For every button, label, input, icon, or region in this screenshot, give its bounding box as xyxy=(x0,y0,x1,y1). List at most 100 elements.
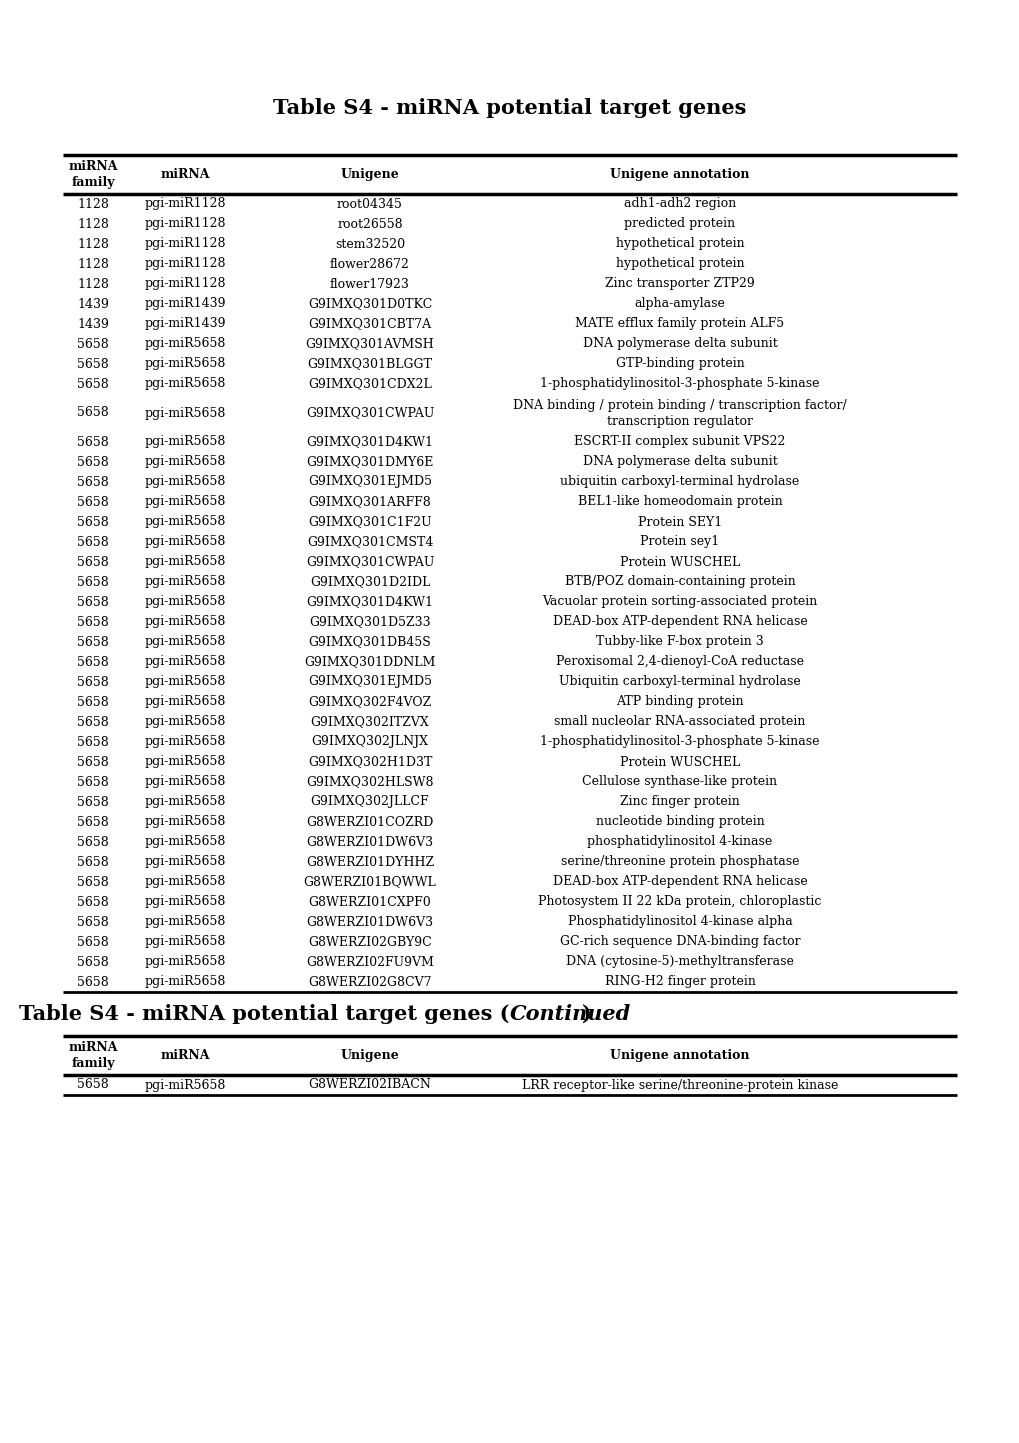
Text: miRNA: miRNA xyxy=(160,1049,210,1062)
Text: G9IMXQ301AVMSH: G9IMXQ301AVMSH xyxy=(306,338,434,351)
Text: hypothetical protein: hypothetical protein xyxy=(615,257,744,270)
Text: pgi-miR1128: pgi-miR1128 xyxy=(144,238,225,251)
Text: 1128: 1128 xyxy=(77,238,109,251)
Text: Unigene annotation: Unigene annotation xyxy=(609,1049,749,1062)
Text: 5658: 5658 xyxy=(77,915,109,928)
Text: G9IMXQ301EJMD5: G9IMXQ301EJMD5 xyxy=(308,675,432,688)
Text: pgi-miR5658: pgi-miR5658 xyxy=(144,795,225,808)
Text: G9IMXQ302JLNJX: G9IMXQ302JLNJX xyxy=(311,736,428,749)
Text: G8WERZI01COZRD: G8WERZI01COZRD xyxy=(306,815,433,828)
Text: pgi-miR5658: pgi-miR5658 xyxy=(144,456,225,469)
Text: pgi-miR5658: pgi-miR5658 xyxy=(144,495,225,508)
Text: flower17923: flower17923 xyxy=(330,277,410,290)
Text: root26558: root26558 xyxy=(337,218,403,231)
Text: G9IMXQ301CWPAU: G9IMXQ301CWPAU xyxy=(306,407,434,420)
Text: 5658: 5658 xyxy=(77,716,109,729)
Text: 5658: 5658 xyxy=(77,378,109,391)
Text: 5658: 5658 xyxy=(77,975,109,988)
Text: G9IMXQ302ITZVX: G9IMXQ302ITZVX xyxy=(311,716,429,729)
Text: G9IMXQ301CBT7A: G9IMXQ301CBT7A xyxy=(308,317,431,330)
Text: 5658: 5658 xyxy=(77,358,109,371)
Text: pgi-miR5658: pgi-miR5658 xyxy=(144,596,225,609)
Text: pgi-miR5658: pgi-miR5658 xyxy=(144,576,225,589)
Text: pgi-miR5658: pgi-miR5658 xyxy=(144,378,225,391)
Text: G8WERZI01CXPF0: G8WERZI01CXPF0 xyxy=(309,896,431,909)
Text: pgi-miR5658: pgi-miR5658 xyxy=(144,736,225,749)
Text: 5658: 5658 xyxy=(77,456,109,469)
Text: 5658: 5658 xyxy=(77,616,109,629)
Text: G9IMXQ301D4KW1: G9IMXQ301D4KW1 xyxy=(306,436,433,449)
Text: Zinc transporter ZTP29: Zinc transporter ZTP29 xyxy=(604,277,754,290)
Text: BTB/POZ domain-containing protein: BTB/POZ domain-containing protein xyxy=(565,576,795,589)
Text: pgi-miR5658: pgi-miR5658 xyxy=(144,716,225,729)
Text: Continued: Continued xyxy=(510,1004,631,1025)
Text: DEAD-box ATP-dependent RNA helicase: DEAD-box ATP-dependent RNA helicase xyxy=(552,876,807,889)
Text: Table S4 - miRNA potential target genes (: Table S4 - miRNA potential target genes … xyxy=(19,1004,510,1025)
Text: pgi-miR5658: pgi-miR5658 xyxy=(144,856,225,869)
Text: alpha-amylase: alpha-amylase xyxy=(634,297,725,310)
Text: G9IMXQ301C1F2U: G9IMXQ301C1F2U xyxy=(308,515,431,528)
Text: 5658: 5658 xyxy=(77,896,109,909)
Text: 5658: 5658 xyxy=(77,635,109,648)
Text: 1-phosphatidylinositol-3-phosphate 5-kinase: 1-phosphatidylinositol-3-phosphate 5-kin… xyxy=(540,378,819,391)
Text: Cellulose synthase-like protein: Cellulose synthase-like protein xyxy=(582,775,776,788)
Text: G9IMXQ301D2IDL: G9IMXQ301D2IDL xyxy=(310,576,430,589)
Text: G9IMXQ301DMY6E: G9IMXQ301DMY6E xyxy=(306,456,433,469)
Text: pgi-miR5658: pgi-miR5658 xyxy=(144,915,225,928)
Text: pgi-miR1128: pgi-miR1128 xyxy=(144,257,225,270)
Text: 5658: 5658 xyxy=(77,476,109,489)
Text: Unigene: Unigene xyxy=(340,167,399,180)
Text: G8WERZI01DW6V3: G8WERZI01DW6V3 xyxy=(306,835,433,848)
Text: G8WERZI01DYHHZ: G8WERZI01DYHHZ xyxy=(306,856,434,869)
Text: Unigene: Unigene xyxy=(340,1049,399,1062)
Text: 1-phosphatidylinositol-3-phosphate 5-kinase: 1-phosphatidylinositol-3-phosphate 5-kin… xyxy=(540,736,819,749)
Text: 5658: 5658 xyxy=(77,556,109,569)
Text: 1128: 1128 xyxy=(77,198,109,211)
Text: pgi-miR5658: pgi-miR5658 xyxy=(144,535,225,548)
Text: pgi-miR5658: pgi-miR5658 xyxy=(144,515,225,528)
Text: pgi-miR5658: pgi-miR5658 xyxy=(144,955,225,968)
Text: Phosphatidylinositol 4-kinase alpha: Phosphatidylinositol 4-kinase alpha xyxy=(567,915,792,928)
Text: Zinc finger protein: Zinc finger protein xyxy=(620,795,739,808)
Text: pgi-miR5658: pgi-miR5658 xyxy=(144,675,225,688)
Text: 5658: 5658 xyxy=(77,495,109,508)
Text: DNA polymerase delta subunit: DNA polymerase delta subunit xyxy=(582,456,776,469)
Text: pgi-miR5658: pgi-miR5658 xyxy=(144,835,225,848)
Text: adh1-adh2 region: adh1-adh2 region xyxy=(624,198,736,211)
Text: pgi-miR5658: pgi-miR5658 xyxy=(144,635,225,648)
Text: stem32520: stem32520 xyxy=(334,238,405,251)
Text: pgi-miR5658: pgi-miR5658 xyxy=(144,896,225,909)
Text: pgi-miR5658: pgi-miR5658 xyxy=(144,775,225,788)
Text: G9IMXQ301CDX2L: G9IMXQ301CDX2L xyxy=(308,378,431,391)
Text: pgi-miR5658: pgi-miR5658 xyxy=(144,935,225,948)
Text: 5658: 5658 xyxy=(77,775,109,788)
Text: ): ) xyxy=(582,1004,591,1025)
Text: G9IMXQ301DDNLM: G9IMXQ301DDNLM xyxy=(304,655,435,668)
Text: pgi-miR5658: pgi-miR5658 xyxy=(144,407,225,420)
Text: DNA (cytosine-5)-methyltransferase: DNA (cytosine-5)-methyltransferase xyxy=(566,955,793,968)
Text: 5658: 5658 xyxy=(77,407,109,420)
Text: pgi-miR5658: pgi-miR5658 xyxy=(144,696,225,709)
Text: Peroxisomal 2,4-dienoyl-CoA reductase: Peroxisomal 2,4-dienoyl-CoA reductase xyxy=(555,655,803,668)
Text: 5658: 5658 xyxy=(77,596,109,609)
Text: G9IMXQ301BLGGT: G9IMXQ301BLGGT xyxy=(308,358,432,371)
Text: GTP-binding protein: GTP-binding protein xyxy=(615,358,744,371)
Text: pgi-miR1128: pgi-miR1128 xyxy=(144,218,225,231)
Text: 1439: 1439 xyxy=(77,297,109,310)
Text: DNA polymerase delta subunit: DNA polymerase delta subunit xyxy=(582,338,776,351)
Text: 5658: 5658 xyxy=(77,535,109,548)
Text: 5658: 5658 xyxy=(77,736,109,749)
Text: 1439: 1439 xyxy=(77,317,109,330)
Text: predicted protein: predicted protein xyxy=(624,218,735,231)
Text: G8WERZI01DW6V3: G8WERZI01DW6V3 xyxy=(306,915,433,928)
Text: 5658: 5658 xyxy=(77,436,109,449)
Text: pgi-miR5658: pgi-miR5658 xyxy=(144,616,225,629)
Text: miRNA
family: miRNA family xyxy=(68,1040,117,1071)
Text: small nucleolar RNA-associated protein: small nucleolar RNA-associated protein xyxy=(553,716,805,729)
Text: pgi-miR1128: pgi-miR1128 xyxy=(144,277,225,290)
Text: DNA binding / protein binding / transcription factor/
transcription regulator: DNA binding / protein binding / transcri… xyxy=(513,398,846,427)
Text: 1128: 1128 xyxy=(77,277,109,290)
Text: 5658: 5658 xyxy=(77,1078,109,1091)
Text: DEAD-box ATP-dependent RNA helicase: DEAD-box ATP-dependent RNA helicase xyxy=(552,616,807,629)
Text: BEL1-like homeodomain protein: BEL1-like homeodomain protein xyxy=(577,495,782,508)
